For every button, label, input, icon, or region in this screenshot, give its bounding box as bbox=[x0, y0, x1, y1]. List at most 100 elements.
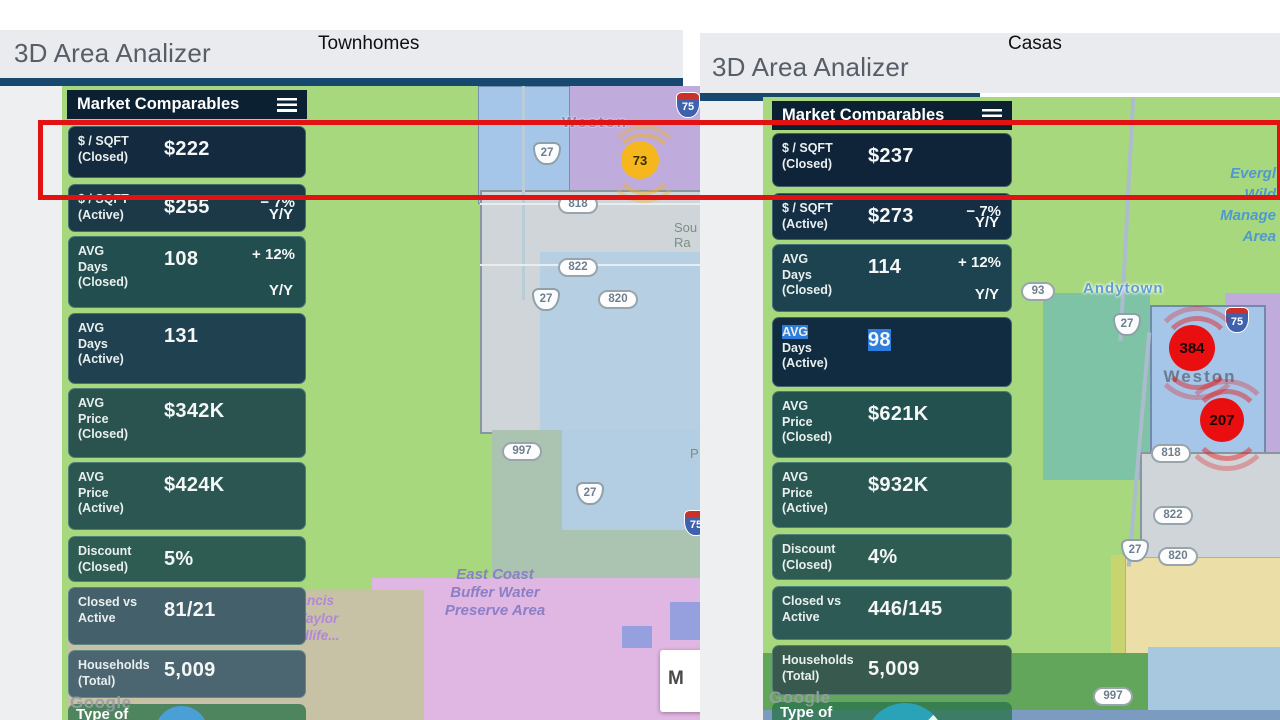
stat-label: $ / SQFT (Closed) bbox=[78, 134, 129, 164]
delta-badge: + 12% bbox=[252, 246, 295, 263]
stat-label: AVG Price (Active) bbox=[78, 470, 124, 516]
stat-row-sqft-closed[interactable]: $ / SQFT (Closed) $237 bbox=[772, 133, 1012, 187]
cluster-marker-73[interactable]: 73 bbox=[621, 141, 659, 179]
stat-label: AVG Days (Active) bbox=[78, 321, 124, 367]
route-997-badge: 997 bbox=[502, 442, 542, 461]
i75-shield: 75 bbox=[684, 510, 700, 536]
left-panel-title: Market Comparables bbox=[77, 95, 240, 113]
stat-row-avg-days-closed[interactable]: AVG Days (Closed) 108 + 12% Y/Y bbox=[68, 236, 306, 308]
map-region-blue-mid bbox=[562, 430, 700, 530]
stat-value: 5,009 bbox=[164, 659, 216, 681]
stat-value: $342K bbox=[164, 400, 225, 422]
stat-row-type-of-partial[interactable]: Type of bbox=[772, 702, 1012, 720]
map-road bbox=[522, 86, 525, 300]
stat-row-avg-price-active[interactable]: AVG Price (Active) $424K bbox=[68, 462, 306, 530]
map-region-blue bbox=[1148, 647, 1280, 712]
us27-shield: 27 bbox=[576, 482, 604, 505]
stat-value: 446/145 bbox=[868, 598, 943, 620]
stat-label: $ / SQFT (Active) bbox=[782, 201, 833, 231]
us27-shield: 27 bbox=[1113, 313, 1141, 336]
stat-value: 4% bbox=[868, 546, 898, 568]
right-app-header bbox=[700, 33, 1280, 93]
i75-shield: 75 bbox=[676, 92, 700, 118]
stat-row-households-total[interactable]: Households (Total) 5,009 bbox=[68, 650, 306, 698]
stat-value: $424K bbox=[164, 474, 225, 496]
left-tab-underline bbox=[0, 78, 683, 86]
stat-row-discount-closed[interactable]: Discount (Closed) 4% bbox=[772, 534, 1012, 580]
right-side-strip bbox=[700, 101, 763, 720]
stat-row-closed-vs-active[interactable]: Closed vs Active 446/145 bbox=[772, 586, 1012, 640]
route-822-badge: 822 bbox=[1153, 506, 1193, 525]
stat-value: 81/21 bbox=[164, 599, 216, 621]
stat-row-avg-price-active[interactable]: AVG Price (Active) $932K bbox=[772, 462, 1012, 528]
us27-shield: 27 bbox=[1121, 539, 1149, 562]
stat-label: Closed vs Active bbox=[78, 595, 138, 625]
cluster-marker-207[interactable]: 207 bbox=[1200, 398, 1244, 442]
stat-value: $222 bbox=[164, 138, 210, 160]
stat-label: $ / SQFT (Closed) bbox=[782, 141, 833, 171]
stat-row-households-total[interactable]: Households (Total) 5,009 bbox=[772, 645, 1012, 695]
stat-row-discount-closed[interactable]: Discount (Closed) 5% bbox=[68, 536, 306, 582]
map-label-everglades: Evergl Wild Manage Area bbox=[1220, 165, 1276, 245]
stat-row-type-of-partial[interactable]: Type of bbox=[68, 704, 306, 720]
pie-chart bbox=[865, 703, 945, 720]
delta-badge: + 12% bbox=[958, 254, 1001, 271]
google-watermark: Google bbox=[769, 688, 831, 707]
map-region-yellow bbox=[1125, 557, 1280, 657]
stat-row-closed-vs-active[interactable]: Closed vs Active 81/21 bbox=[68, 587, 306, 645]
marker-ring bbox=[1181, 379, 1273, 471]
map-region-yellow-strip bbox=[1111, 555, 1127, 655]
map-label-east-coast-preserve: East Coast Buffer Water Preserve Area bbox=[444, 566, 546, 619]
left-app-title: 3D Area Analizer bbox=[14, 38, 211, 68]
pie-chart bbox=[155, 706, 208, 720]
stat-label: AVG Days (Closed) bbox=[78, 244, 128, 290]
stat-label: Households (Total) bbox=[78, 658, 150, 688]
route-820-badge: 820 bbox=[598, 290, 638, 309]
stat-row-avg-price-closed[interactable]: AVG Price (Closed) $621K bbox=[772, 391, 1012, 458]
right-app-title: 3D Area Analizer bbox=[712, 52, 909, 82]
stat-value: $255 bbox=[164, 196, 210, 218]
right-panel-title: Market Comparables bbox=[782, 106, 945, 124]
cluster-marker-384[interactable]: 384 bbox=[1169, 325, 1215, 371]
map-label-andytown: Andytown bbox=[1083, 280, 1164, 297]
map-shape bbox=[670, 602, 700, 640]
stat-label: Discount (Closed) bbox=[78, 544, 132, 574]
route-822-badge: 822 bbox=[558, 258, 598, 277]
stat-row-avg-price-closed[interactable]: AVG Price (Closed) $342K bbox=[68, 388, 306, 458]
map-button[interactable]: M bbox=[660, 650, 700, 712]
stat-value: $237 bbox=[868, 145, 914, 167]
stat-row-avg-days-closed[interactable]: AVG Days (Closed) 114 + 12% Y/Y bbox=[772, 244, 1012, 312]
route-820-badge: 820 bbox=[1158, 547, 1198, 566]
yy-label: Y/Y bbox=[974, 286, 999, 303]
stat-row-avg-days-active[interactable]: AVG Days (Active) 98 bbox=[772, 317, 1012, 387]
highlight-annotation-rect bbox=[38, 120, 1280, 200]
stat-value: 114 bbox=[868, 256, 902, 278]
stat-value: 5,009 bbox=[868, 658, 920, 680]
stat-label: AVG Price (Active) bbox=[782, 470, 828, 516]
left-side-strip bbox=[0, 86, 62, 720]
stat-label: Type of bbox=[76, 706, 129, 720]
map-shape bbox=[622, 626, 652, 648]
yy-label: Y/Y bbox=[268, 206, 293, 223]
google-watermark: Google bbox=[70, 693, 132, 712]
stat-value: $621K bbox=[868, 403, 929, 425]
stat-label: AVG Price (Closed) bbox=[782, 399, 832, 445]
yy-label: Y/Y bbox=[268, 282, 293, 299]
delta-badge: − 7% bbox=[966, 203, 1001, 220]
stat-value: $932K bbox=[868, 474, 929, 496]
stat-row-sqft-closed[interactable]: $ / SQFT (Closed) $222 bbox=[68, 126, 306, 178]
stat-row-avg-days-active[interactable]: AVG Days (Active) 131 bbox=[68, 313, 306, 384]
stat-value: 108 bbox=[164, 248, 199, 270]
yy-label: Y/Y bbox=[974, 214, 999, 231]
hamburger-icon[interactable] bbox=[277, 97, 297, 112]
route-818-badge: 818 bbox=[1151, 444, 1191, 463]
stat-label: Discount (Closed) bbox=[782, 542, 836, 572]
stat-row-sqft-active[interactable]: $ / SQFT (Active) $273 − 7% Y/Y bbox=[772, 193, 1012, 240]
selected-text: 98 bbox=[868, 329, 891, 351]
map-region-pink bbox=[372, 578, 700, 720]
stat-value: 98 bbox=[868, 329, 891, 352]
hamburger-icon[interactable] bbox=[982, 108, 1002, 123]
stat-value: 5% bbox=[164, 548, 194, 570]
stat-label: AVG Days (Active) bbox=[782, 325, 828, 371]
left-app-header bbox=[0, 30, 683, 78]
